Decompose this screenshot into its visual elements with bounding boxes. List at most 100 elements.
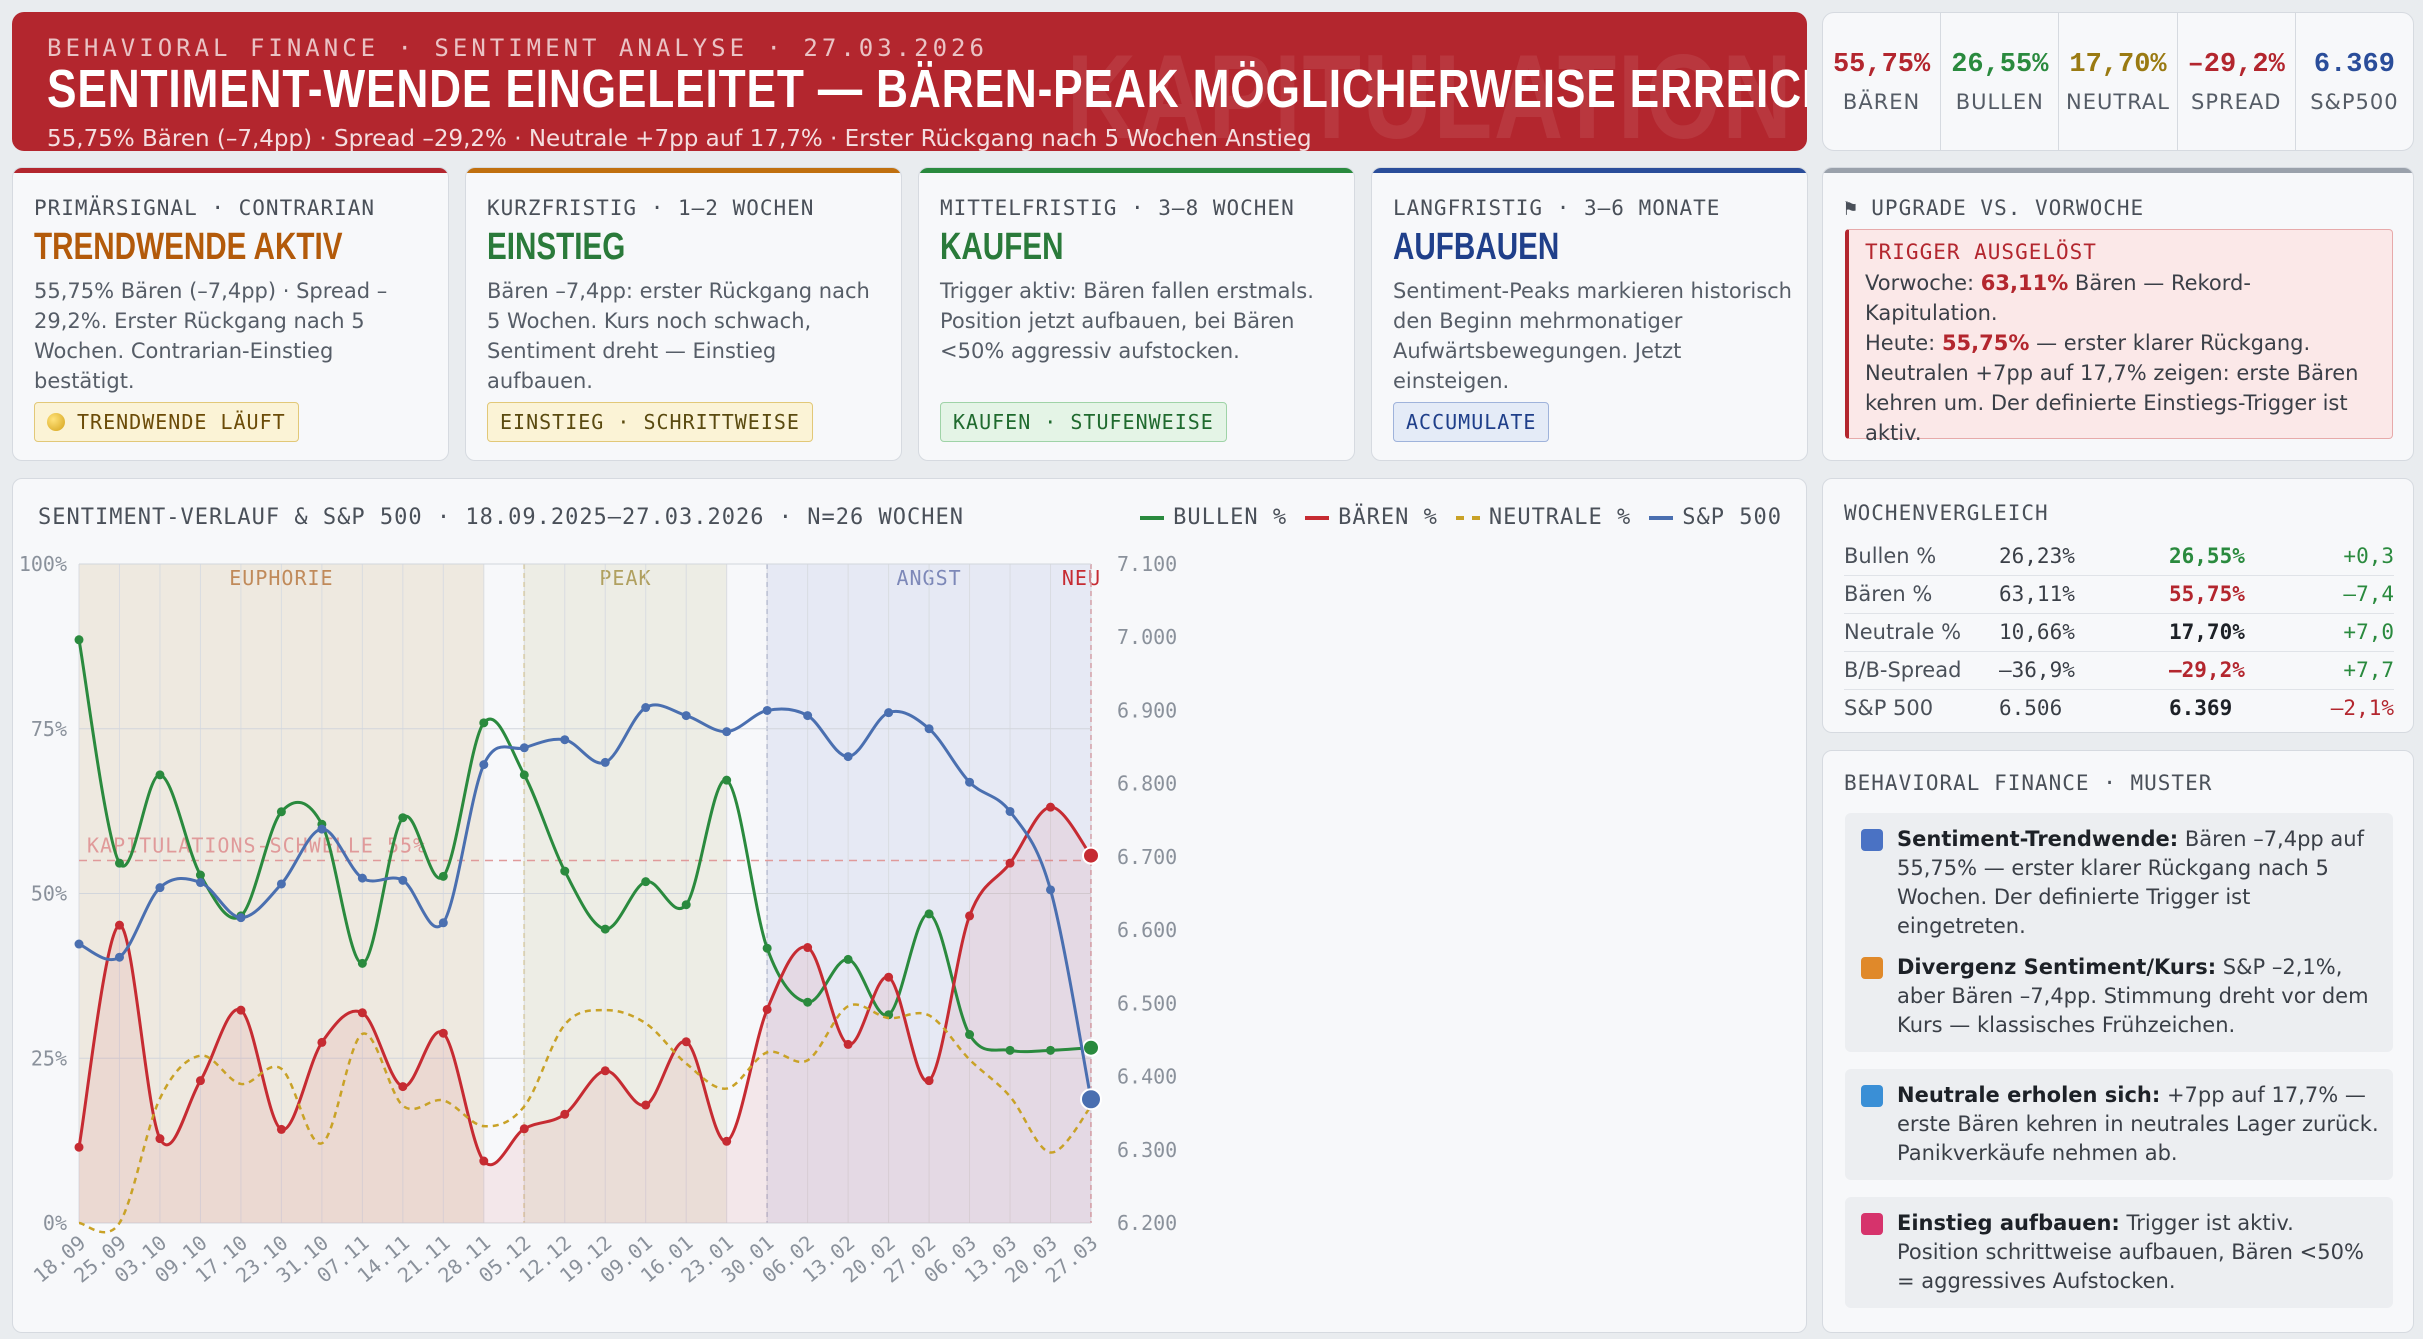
legend-item-bulls: BULLEN % xyxy=(1140,505,1287,530)
data-point xyxy=(1005,1045,1015,1055)
phase-label: NEU xyxy=(1062,566,1101,590)
data-point xyxy=(924,1076,934,1086)
card-primary-signal: PRIMÄRSIGNAL · CONTRARIAN TRENDWENDE AKT… xyxy=(12,167,449,461)
table-row: Neutrale % 10,66% 17,70% +7,0 xyxy=(1844,613,2394,652)
card-accent-bar xyxy=(466,168,901,173)
legend-swatch xyxy=(1649,515,1674,520)
data-point xyxy=(641,877,651,887)
stat-value: 55,75% xyxy=(1832,49,1931,80)
week-cell-prev: 26,23% xyxy=(1999,537,2169,576)
data-point xyxy=(317,1037,327,1047)
data-point xyxy=(843,752,853,762)
data-point xyxy=(884,972,894,982)
card-text: 55,75% Bären (–7,4pp) · Spread –29,2%. E… xyxy=(34,279,388,393)
data-point xyxy=(398,1082,408,1092)
trigger-conclusion: Neutralen +7pp auf 17,7% zeigen: erste B… xyxy=(1865,361,2359,445)
data-point xyxy=(398,875,408,885)
card-tag: KAUFEN · STUFENWEISE xyxy=(940,402,1227,442)
data-point xyxy=(762,1004,772,1014)
stat-label: NEUTRAL xyxy=(2066,89,2170,114)
data-point xyxy=(681,900,691,910)
data-point xyxy=(155,770,165,780)
stat-label: SPREAD xyxy=(2191,89,2282,114)
y2-tick-label: 7.100 xyxy=(1117,552,1177,576)
data-point xyxy=(924,724,934,734)
threshold-label: KAPITULATIONS-SCHWELLE 55% xyxy=(87,834,426,858)
week-label: WOCHENVERGLEICH xyxy=(1844,501,2049,525)
data-point xyxy=(74,1142,84,1152)
series-line-neutral xyxy=(78,1003,1092,1234)
y2-tick-label: 6.700 xyxy=(1117,845,1177,869)
chart-title: SENTIMENT-VERLAUF & S&P 500 · 18.09.2025… xyxy=(38,505,964,530)
card-long-term: LANGFRISTIG · 3–6 MONATE AUFBAUEN Sentim… xyxy=(1371,167,1808,461)
series-line-bulls xyxy=(77,639,1092,1054)
card-short-term: KURZFRISTIG · 1–2 WOCHEN EINSTIEG Bären … xyxy=(465,167,902,461)
y2-tick-label: 6.800 xyxy=(1117,772,1177,796)
data-point xyxy=(479,760,489,770)
data-point xyxy=(195,1076,205,1086)
sentiment-chart: EUPHORIE PEAK ANGST NEU0%25%50%75%100%6.200… xyxy=(19,552,1177,1288)
y2-tick-label: 6.900 xyxy=(1117,698,1177,722)
prev-week-value: 63,11% xyxy=(1980,271,2069,295)
y-tick-label: 75% xyxy=(31,717,67,741)
week-cell-name: Neutrale % xyxy=(1844,613,1999,652)
data-point xyxy=(600,757,610,767)
card-accent-bar xyxy=(919,168,1354,173)
data-point xyxy=(479,718,489,728)
stat-value: –29,2% xyxy=(2187,49,2285,80)
pattern-text: Trigger ist aktiv. Position schrittweise… xyxy=(1897,1211,2364,1293)
week-cell-name: Bären % xyxy=(1844,575,1999,614)
data-point xyxy=(843,1039,853,1049)
week-cell-delta: –2,1% xyxy=(2330,696,2394,721)
card-tag-label: EINSTIEG · SCHRITTWEISE xyxy=(500,410,800,434)
card-text: Trigger aktiv: Bären fallen erstmals. Po… xyxy=(940,279,1314,363)
data-point xyxy=(357,873,367,883)
week-cell-prev: –36,9% xyxy=(1999,651,2169,690)
series-line-sp500 xyxy=(78,703,1093,1100)
y2-tick-label: 6.600 xyxy=(1117,918,1177,942)
prev-week-note: Bären — Rekord-Kapitulation. xyxy=(1865,271,2251,325)
week-table: Bullen % 26,23% 26,55% +0,3 Bären % 63,11% 55,… xyxy=(1844,537,2394,727)
card-accent-bar xyxy=(13,168,448,173)
stat-sp500: 6.369 S&P500 xyxy=(2296,13,2413,150)
card-text: Bären –7,4pp: erster Rückgang nach 5 Woc… xyxy=(487,279,870,393)
data-point xyxy=(641,1100,651,1110)
card-mid-term: MITTELFRISTIG · 3–8 WOCHEN KAUFEN Trigge… xyxy=(918,167,1355,461)
data-point xyxy=(924,909,934,919)
legend-item-neutral: NEUTRALE % xyxy=(1455,505,1631,530)
pattern-title: Einstieg aufbauen: xyxy=(1897,1211,2120,1235)
card-tag: TRENDWENDE LÄUFT xyxy=(34,402,299,442)
data-point xyxy=(803,997,813,1007)
data-point xyxy=(965,911,975,921)
y-tick-label: 0% xyxy=(43,1211,67,1235)
data-point xyxy=(438,918,448,928)
data-point xyxy=(843,954,853,964)
stats-strip: 55,75% BÄREN 26,55% BULLEN 17,70% NEUTRAL –… xyxy=(1822,12,2414,151)
data-point xyxy=(357,1008,367,1018)
stat-bears: 55,75% BÄREN xyxy=(1823,13,1942,150)
data-point xyxy=(965,777,975,787)
data-point xyxy=(560,866,570,876)
legend-item-bears: BÄREN % xyxy=(1305,505,1438,530)
header-banner: KAPITULATION BEHAVIORAL FINANCE · SENTIM… xyxy=(12,12,1807,151)
stat-label: BÄREN xyxy=(1842,89,1921,114)
data-point xyxy=(560,1109,570,1119)
data-point xyxy=(722,727,732,737)
week-cell-now: 26,55% xyxy=(2169,537,2319,576)
data-point xyxy=(438,871,448,881)
week-cell-prev: 10,66% xyxy=(1999,613,2169,652)
card-label: MITTELFRISTIG · 3–8 WOCHEN xyxy=(940,196,1295,220)
legend-label: BÄREN % xyxy=(1338,505,1438,530)
week-cell-delta: +0,3 xyxy=(2319,537,2394,576)
card-tag: ACCUMULATE xyxy=(1393,402,1550,442)
legend-label: BULLEN % xyxy=(1173,505,1288,530)
coin-icon xyxy=(47,413,65,431)
data-point xyxy=(560,735,570,745)
data-point xyxy=(398,813,408,823)
data-point xyxy=(155,883,165,893)
upgrade-label: ⚑ UPGRADE VS. VORWOCHE xyxy=(1844,196,2145,220)
pattern-item: Sentiment-Trendwende: Bären –7,4pp auf 5… xyxy=(1845,813,2393,953)
data-point xyxy=(1046,802,1056,812)
data-point xyxy=(1046,885,1056,895)
data-point xyxy=(519,770,529,780)
